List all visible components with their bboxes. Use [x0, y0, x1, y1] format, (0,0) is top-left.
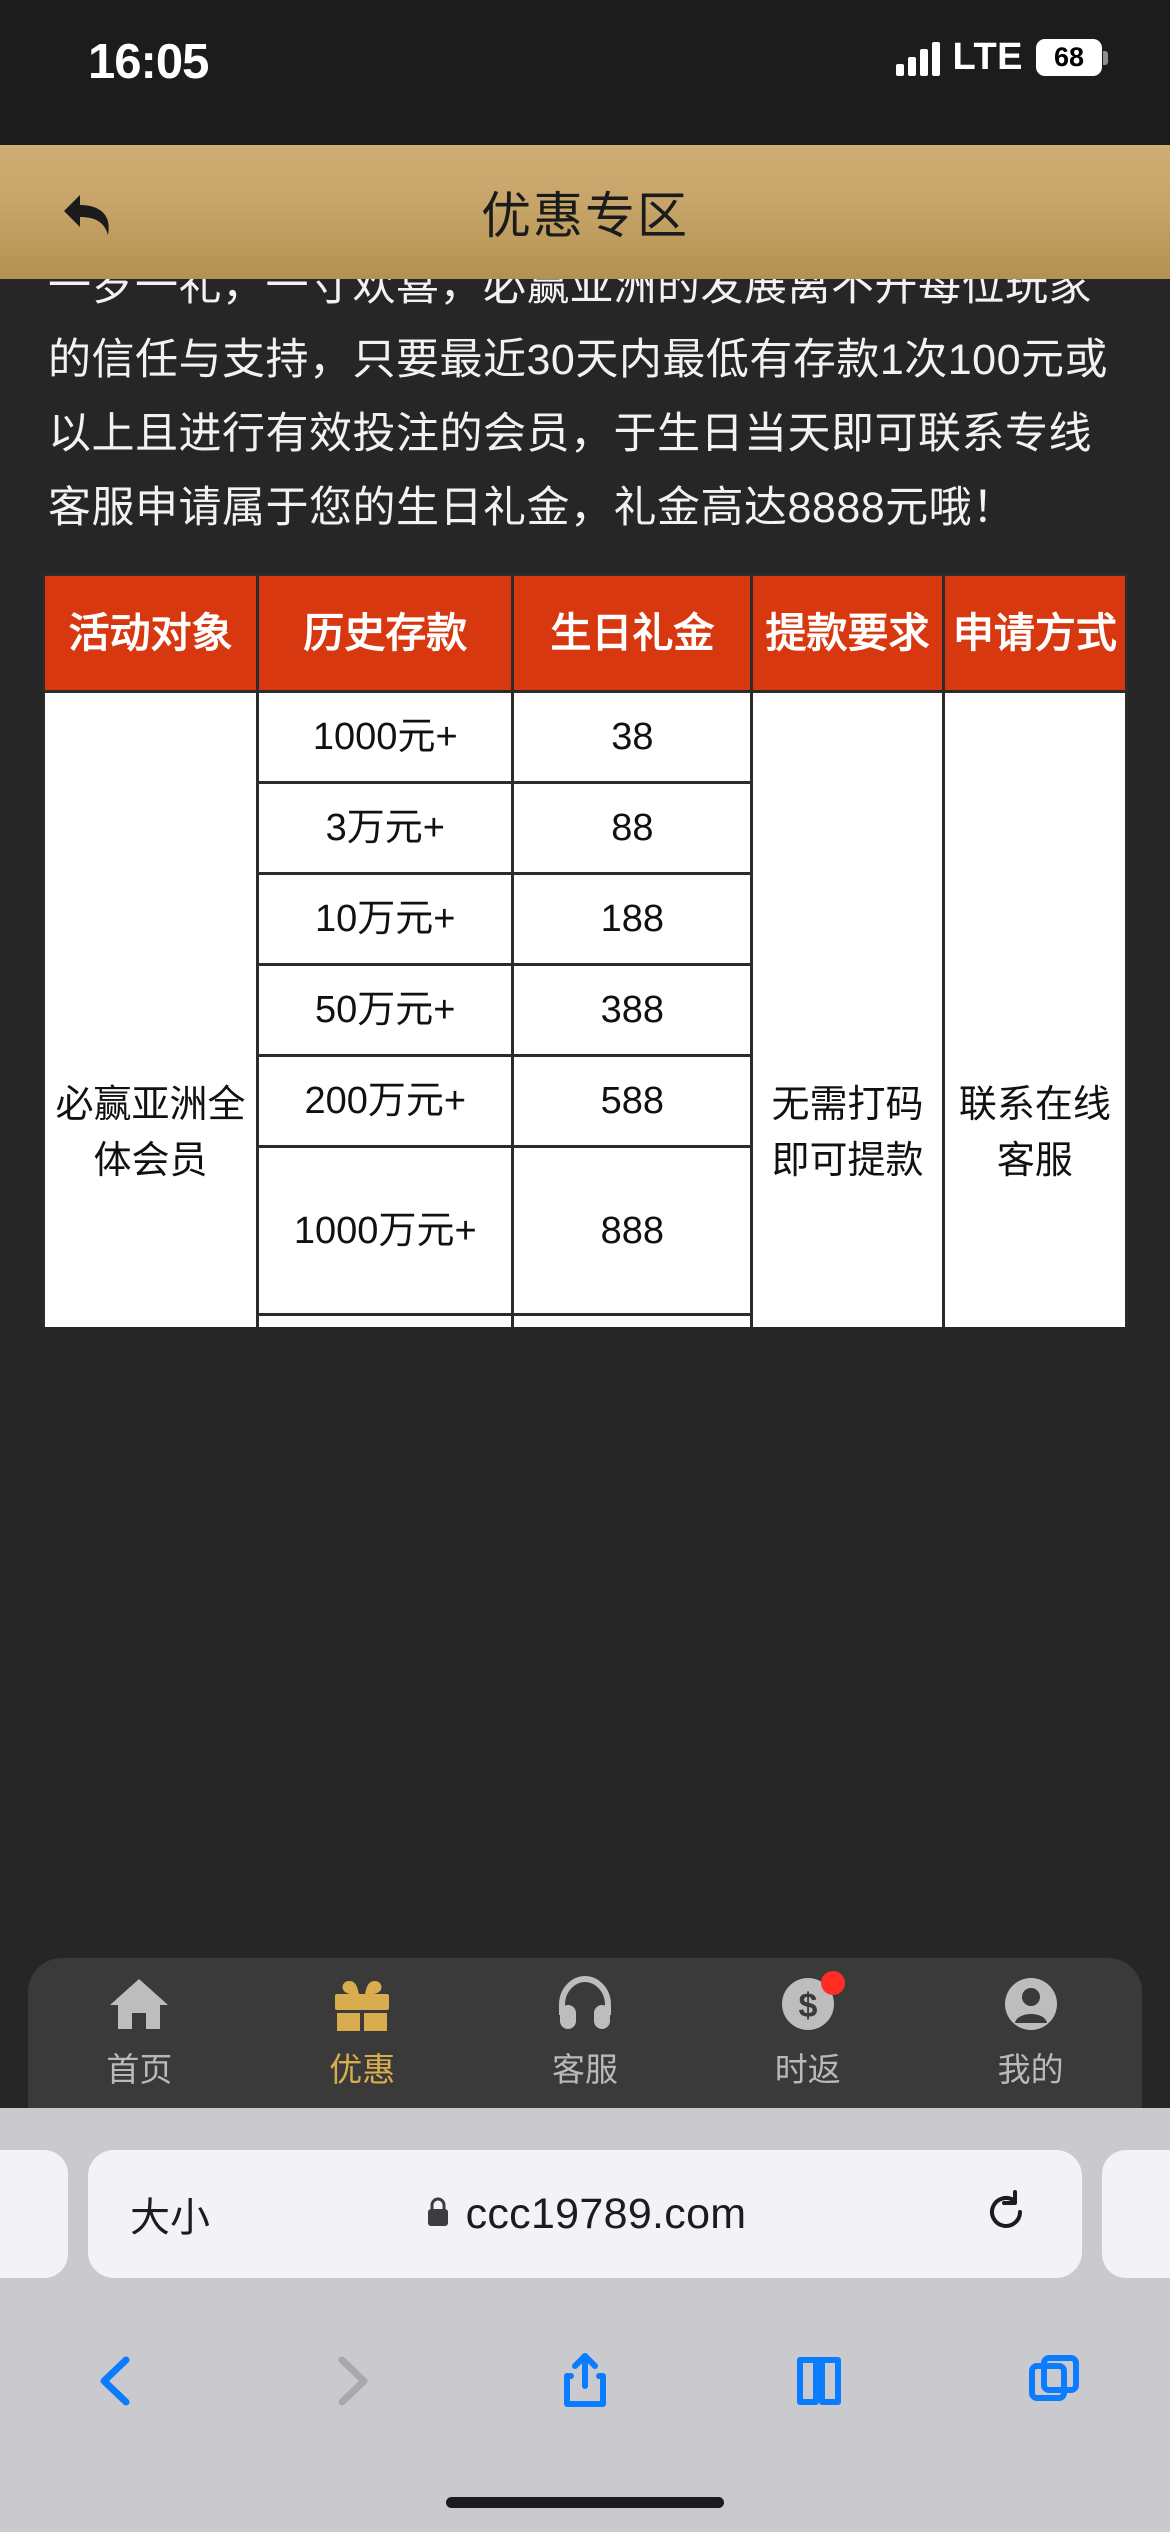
- cell-deposit: 3万元+: [256, 781, 515, 875]
- cell-gift: 388: [511, 963, 754, 1057]
- table-row: 必赢亚洲全体会员 1000元+ 38 无需打码即可提款 联系在线客服: [41, 690, 1129, 1327]
- browser-forward-button[interactable]: [234, 2350, 468, 2412]
- browser-back-button[interactable]: [0, 2350, 234, 2412]
- tab-rebate[interactable]: $ 时返: [696, 1958, 919, 2108]
- promo-table: 活动对象 历史存款 生日礼金 提款要求 申请方式 必赢亚洲全体会员 1000元+…: [41, 573, 1129, 1327]
- table-header-deposit: 历史存款: [256, 573, 515, 693]
- cell-gift: 88: [511, 781, 754, 875]
- cell-gift: 38: [511, 690, 754, 784]
- back-arrow-icon[interactable]: [60, 189, 122, 245]
- tab-label: 客服: [551, 2051, 618, 2088]
- browser-chrome: 大小 ccc19789.com: [0, 2108, 1170, 2532]
- gift-icon: [331, 1975, 393, 2033]
- battery-icon: 68: [1036, 39, 1108, 76]
- browser-toolbar: [0, 2306, 1170, 2456]
- signal-bars-icon: [895, 40, 940, 76]
- tab-customer-service[interactable]: 客服: [474, 1958, 697, 2108]
- network-type: LTE: [952, 36, 1023, 78]
- home-indicator: [446, 2497, 724, 2508]
- table-header-subject: 活动对象: [41, 573, 260, 693]
- cell-withdraw-requirement: 无需打码即可提款: [750, 690, 945, 1327]
- table-row: 1000万元+ 888: [44, 1145, 1127, 1316]
- person-icon: [1000, 1975, 1062, 2033]
- tab-promotions[interactable]: 优惠: [251, 1958, 474, 2108]
- address-bar-content: ccc19789.com: [88, 2190, 1082, 2239]
- home-icon: [108, 1975, 170, 2033]
- table-row: 50万元+ 388: [44, 963, 1127, 1057]
- headset-icon: [554, 1975, 616, 2033]
- cell-deposit: 50万元+: [256, 963, 515, 1057]
- dollar-icon: $: [777, 1971, 845, 2033]
- status-indicators: LTE 68: [895, 36, 1108, 79]
- cell-deposit: 5000万元+: [256, 1313, 515, 1327]
- tab-label: 首页: [106, 2051, 173, 2088]
- table-header-withdraw: 提款要求: [750, 573, 945, 693]
- table-row: 200万元+ 588: [44, 1054, 1127, 1148]
- cell-deposit: 1000元+: [256, 690, 515, 784]
- table-row: 10万元+ 188: [44, 872, 1127, 966]
- promo-paragraph: 一岁一礼，一寸欢喜，必赢亚洲的发展离不开每位玩家的信任与支持，只要最近30天内最…: [48, 262, 1108, 532]
- page-header: 优惠专区: [0, 145, 1170, 279]
- next-tab-card[interactable]: [1102, 2150, 1170, 2278]
- previous-tab-card[interactable]: [0, 2150, 68, 2278]
- webview-content[interactable]: 活动对象：必赢亚洲全体会员 一岁一礼，一寸欢喜，必赢亚洲的发展离不开每位玩家的信…: [0, 145, 1170, 1327]
- reload-icon[interactable]: [984, 2189, 1028, 2239]
- lock-icon: [424, 2195, 452, 2234]
- cell-subject: 必赢亚洲全体会员: [41, 690, 260, 1327]
- cell-deposit: 200万元+: [256, 1054, 515, 1148]
- tab-label: 时返: [774, 2051, 841, 2088]
- page-title: 优惠专区: [481, 188, 689, 244]
- cell-apply-method[interactable]: 联系在线客服: [941, 690, 1129, 1327]
- table-row: 3万元+ 88: [44, 781, 1127, 875]
- table-header-row: 活动对象 历史存款 生日礼金 提款要求 申请方式: [41, 573, 1129, 693]
- cell-deposit: 1000万元+: [256, 1145, 515, 1316]
- table-row: 5000万元+ 3888: [44, 1313, 1127, 1327]
- address-bar[interactable]: 大小 ccc19789.com: [88, 2150, 1082, 2278]
- battery-percent: 68: [1053, 42, 1085, 72]
- text-size-button[interactable]: 大小: [130, 2196, 210, 2240]
- bookmarks-icon[interactable]: [702, 2350, 936, 2412]
- tab-profile[interactable]: 我的: [919, 1958, 1142, 2108]
- svg-text:$: $: [798, 1987, 817, 2025]
- cell-gift: 888: [511, 1145, 754, 1316]
- cell-gift: 188: [511, 872, 754, 966]
- table-header-apply: 申请方式: [941, 573, 1129, 693]
- tab-label: 优惠: [329, 2051, 396, 2088]
- cell-gift: 3888: [511, 1313, 754, 1327]
- cell-gift: 588: [511, 1054, 754, 1148]
- tab-home[interactable]: 首页: [28, 1958, 251, 2108]
- status-bar: 16:05 LTE 68: [0, 0, 1170, 145]
- promo-article: 活动对象：必赢亚洲全体会员 一岁一礼，一寸欢喜，必赢亚洲的发展离不开每位玩家的信…: [0, 161, 1170, 1327]
- notification-badge: [820, 1971, 845, 1995]
- app-tab-bar: 首页 优惠 客服: [28, 1958, 1142, 2108]
- cell-deposit: 10万元+: [256, 872, 515, 966]
- share-icon[interactable]: [468, 2350, 702, 2412]
- table-header-gift: 生日礼金: [511, 573, 754, 693]
- url-text: ccc19789.com: [465, 2189, 747, 2238]
- tab-label: 我的: [997, 2051, 1064, 2088]
- tabs-icon[interactable]: [936, 2350, 1170, 2412]
- promo-table-wrap: 活动对象 历史存款 生日礼金 提款要求 申请方式 必赢亚洲全体会员 1000元+…: [0, 573, 1170, 1327]
- status-time: 16:05: [88, 35, 209, 89]
